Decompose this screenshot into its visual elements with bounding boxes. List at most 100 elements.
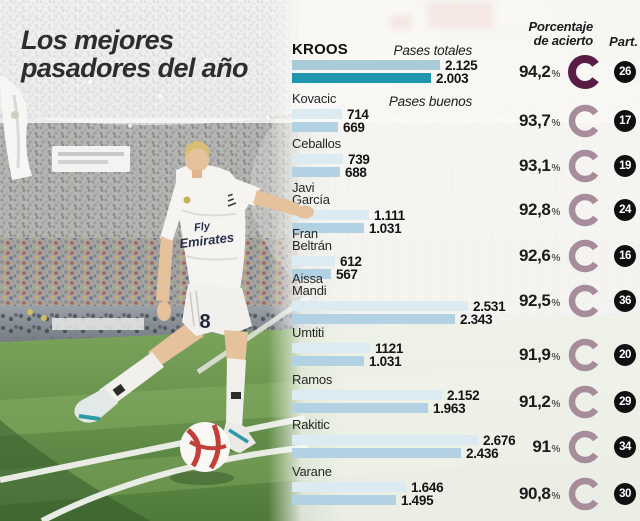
accuracy-percent: 94,2%: [519, 62, 560, 81]
accuracy-header-line1: Porcentaje: [528, 19, 594, 34]
bar-pases-totales: [292, 482, 406, 492]
bar-pases-buenos: [292, 448, 461, 458]
player-name: Varane: [292, 464, 332, 479]
bar-pases-totales: [292, 301, 468, 311]
bar-line: 567: [292, 266, 640, 282]
participation-badge: 20: [614, 344, 636, 366]
bar-pases-buenos: [292, 356, 364, 366]
bar-pases-totales: [292, 60, 440, 70]
accuracy-ring-icon: [568, 338, 602, 372]
accuracy-ring-icon: [568, 149, 602, 183]
accuracy-ring-icon: [568, 239, 602, 273]
bar-line: 669: [292, 120, 640, 135]
value-buenos: 1.963: [433, 400, 466, 416]
player-row: Ceballos 739 688 93,1% 19: [292, 137, 640, 183]
player-name: Rakitic: [292, 417, 330, 432]
bar-pases-buenos: [292, 122, 338, 132]
accuracy-percent: 91%: [532, 437, 560, 456]
bar-line: 1.031: [292, 353, 640, 369]
accuracy-ring-icon: [568, 193, 602, 227]
value-totales: 1121: [375, 340, 404, 356]
accuracy-ring-icon: [568, 430, 602, 464]
participation-badge: 30: [614, 483, 636, 505]
accuracy-percent: 91,2%: [519, 392, 560, 411]
player-name: Aissa Mandi: [292, 271, 327, 298]
value-buenos: 2.003: [436, 70, 469, 86]
participation-badge: 16: [614, 245, 636, 267]
value-totales: 2.152: [447, 387, 480, 403]
bar-pases-totales: [292, 256, 335, 266]
value-totales: 739: [348, 151, 370, 167]
bar-line: 1.031: [292, 220, 640, 236]
bar-line: 2.531: [292, 299, 640, 314]
bar-line: 739: [292, 151, 640, 167]
bar-pases-buenos: [292, 73, 431, 83]
player-name: Ramos: [292, 372, 333, 387]
column-header-participation: Part.: [609, 34, 638, 49]
bar-pases-totales: [292, 435, 478, 445]
accuracy-ring-icon: [568, 104, 602, 138]
accuracy-header-line2: de acierto: [533, 32, 594, 48]
bar-pases-buenos: [292, 403, 428, 413]
bar-line: 1.111: [292, 207, 640, 223]
participation-badge: 19: [614, 155, 636, 177]
bar-line: 2.152: [292, 387, 640, 403]
bar-line: 1.646: [292, 479, 640, 495]
bar-pases-totales: [292, 343, 370, 353]
value-totales: 714: [347, 106, 369, 122]
player-name: Umtiti: [292, 325, 325, 340]
accuracy-percent: 92,5%: [519, 291, 560, 310]
player-row: KROOS 2.125 2.003 94,2% 26: [292, 41, 640, 89]
player-row: Javi García 1.111 1.031 92,8% 24: [292, 180, 640, 236]
bar-pases-totales: [292, 154, 343, 164]
player-row: Fran Beltrán 612 567 92,6% 16: [292, 226, 640, 282]
player-row: Ramos 2.152 1.963 91,2% 29: [292, 372, 640, 419]
page-title: Los mejores pasadores del año: [21, 26, 248, 82]
participation-badge: 36: [614, 290, 636, 312]
participation-badge: 34: [614, 436, 636, 458]
accuracy-ring-icon: [568, 385, 602, 419]
bar-line: 612: [292, 253, 640, 269]
column-header-accuracy: Porcentaje de acierto: [470, 19, 594, 48]
value-totales: 1.111: [374, 207, 405, 223]
bar-line: 2.125: [292, 57, 640, 73]
player-name: KROOS: [292, 41, 349, 58]
player-row: Aissa Mandi 2.531 2.343 92,5% 36: [292, 271, 640, 327]
accuracy-percent: 93,1%: [519, 156, 560, 175]
bar-line: 2.003: [292, 70, 640, 86]
value-buenos: 1.495: [401, 492, 434, 508]
accuracy-ring-icon: [568, 55, 602, 89]
bar-line: 2.676: [292, 432, 640, 448]
value-buenos: 1.031: [369, 353, 402, 369]
player-name: Kovacic: [292, 91, 337, 106]
value-totales: 612: [340, 253, 362, 269]
value-buenos: 1.031: [369, 220, 402, 236]
value-totales: 2.125: [445, 57, 478, 73]
bar-pases-totales: [292, 390, 442, 400]
bar-pases-buenos: [292, 314, 455, 324]
accuracy-percent: 91,9%: [519, 345, 560, 364]
value-totales: 1.646: [411, 479, 444, 495]
accuracy-ring-icon: [568, 284, 602, 318]
value-buenos: 567: [336, 266, 358, 282]
bar-line: 1.495: [292, 492, 640, 508]
participation-badge: 29: [614, 391, 636, 413]
corner-flag-icon: [0, 76, 32, 180]
page-title-line1: Los mejores: [21, 25, 174, 56]
player-row: Rakitic 2.676 2.436 91% 34: [292, 417, 640, 464]
player-row: Varane 1.646 1.495 90,8% 30: [292, 464, 640, 511]
value-totales: 2.676: [483, 432, 516, 448]
bar-line: 1.963: [292, 400, 640, 416]
player-name: Javi García: [292, 180, 330, 207]
player-row: Umtiti 1121 1.031 91,9% 20: [292, 325, 640, 372]
bar-line: 2.436: [292, 446, 640, 461]
player-name: Fran Beltrán: [292, 226, 332, 253]
accuracy-percent: 92,6%: [519, 246, 560, 265]
bar-line: 714: [292, 106, 640, 122]
accuracy-ring-icon: [568, 477, 602, 511]
player-row: Kovacic 714 669 93,7% 17: [292, 91, 640, 138]
accuracy-percent: 90,8%: [519, 484, 560, 503]
value-buenos: 688: [345, 164, 367, 180]
